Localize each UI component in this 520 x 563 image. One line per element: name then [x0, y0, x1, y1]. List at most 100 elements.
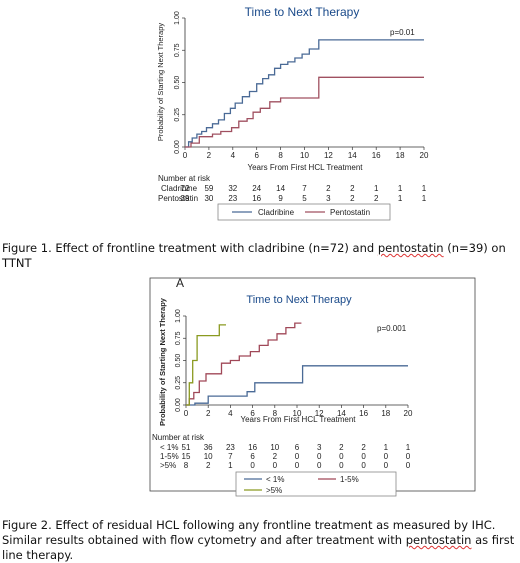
- axes: 0 2 4 6 8 10 12 14 16 18 20 0.00 0.25 0.50 0.75 1.00: [175, 309, 413, 418]
- caption-text: Figure 1. Effect of frontline treatment …: [2, 241, 378, 255]
- x-tick-label: 8: [273, 409, 278, 418]
- y-tick-label: 0.75: [175, 331, 182, 345]
- y-tick-label: 0.50: [175, 354, 182, 368]
- risk-value: 6: [295, 443, 300, 452]
- risk-value: 2: [374, 194, 379, 203]
- risk-value: 1: [422, 184, 427, 193]
- series-line: [186, 365, 408, 406]
- risk-value: 36: [204, 443, 213, 452]
- p-value: p=0.01: [390, 28, 415, 37]
- x-tick-label: 14: [348, 151, 357, 160]
- risk-value: 0: [339, 452, 344, 461]
- risk-value: 7: [228, 452, 233, 461]
- risk-value: 2: [326, 184, 331, 193]
- risk-value: 2: [350, 184, 355, 193]
- caption-text: (n=39) on TTNT: [2, 241, 506, 270]
- figure-1-caption: Figure 1. Effect of frontline treatment …: [2, 241, 516, 271]
- risk-value: 0: [361, 452, 366, 461]
- risk-value: 2: [350, 194, 355, 203]
- chart-title: Time to Next Therapy: [246, 294, 352, 306]
- y-tick-label: 0.25: [174, 108, 181, 122]
- risk-value: 1: [422, 194, 427, 203]
- x-tick-label: 6: [254, 151, 259, 160]
- y-tick-label: 1.00: [175, 309, 182, 323]
- legend: < 1% 1-5% >5%: [235, 471, 397, 497]
- x-tick-label: 2: [207, 151, 212, 160]
- figure-1-chart: Time to Next Therapy p=0.01 Probability …: [156, 5, 429, 221]
- risk-value: 0: [339, 461, 344, 470]
- risk-value: 0: [317, 461, 322, 470]
- risk-value: 1: [374, 184, 379, 193]
- risk-value: 72: [181, 184, 190, 193]
- risk-value: 0: [250, 461, 255, 470]
- risk-row-label: 1-5%: [160, 452, 179, 461]
- x-tick-label: 18: [381, 409, 390, 418]
- caption-text: pentostatin: [405, 533, 472, 547]
- x-tick-label: 20: [420, 151, 429, 160]
- risk-value: 14: [276, 184, 285, 193]
- caption-text: pentostatin: [377, 241, 444, 255]
- risk-value: 16: [252, 194, 261, 203]
- x-tick-label: 12: [315, 409, 324, 418]
- risk-value: 30: [204, 194, 213, 203]
- legend-entry: < 1%: [266, 475, 284, 484]
- risk-table-label: Number at risk: [152, 433, 205, 442]
- risk-value: 10: [270, 443, 279, 452]
- risk-value: 32: [228, 184, 237, 193]
- risk-value: 0: [295, 452, 300, 461]
- y-tick-label: 0.00: [175, 398, 182, 412]
- x-tick-label: 6: [250, 409, 255, 418]
- risk-value: 2: [206, 461, 211, 470]
- risk-value: 15: [182, 452, 191, 461]
- survival-curves: [185, 39, 424, 148]
- legend: Cladribine Pentostatin: [217, 203, 391, 221]
- risk-value: 8: [184, 461, 189, 470]
- risk-value: 0: [384, 452, 389, 461]
- series-line: [185, 76, 424, 148]
- risk-value: 3: [317, 443, 322, 452]
- risk-row-label: < 1%: [160, 443, 178, 452]
- risk-row-label: Cladribine: [161, 184, 198, 193]
- x-tick-label: 10: [300, 151, 309, 160]
- x-tick-label: 16: [372, 151, 381, 160]
- risk-row-label: >5%: [160, 461, 176, 470]
- caption-text: Figure 2. Effect of residual HCL followi…: [2, 518, 496, 547]
- risk-value: 59: [204, 184, 213, 193]
- survival-curves: [186, 322, 408, 406]
- series-line: [186, 324, 226, 406]
- risk-value: 0: [361, 461, 366, 470]
- x-tick-label: 8: [278, 151, 283, 160]
- risk-table: 51 36 23 16 10 6 3 2 2 1 115 10 7 6 2 0 0 0 0 0 08 2 1 0 0 0 0 0 0 0 0: [182, 443, 411, 470]
- risk-value: 1: [398, 194, 403, 203]
- legend-entry: >5%: [266, 486, 282, 495]
- risk-value: 0: [406, 461, 411, 470]
- figure-2-chart: A Time to Next Therapy p=0.001 Probabili…: [149, 276, 476, 497]
- x-tick-label: 0: [184, 409, 189, 418]
- risk-value: 0: [406, 452, 411, 461]
- risk-value: 1: [384, 443, 389, 452]
- y-axis-label: Probability of Starting Next Therapy: [156, 23, 165, 142]
- risk-row-label: Pentostatin: [158, 194, 198, 203]
- x-tick-label: 10: [293, 409, 302, 418]
- risk-value: 51: [182, 443, 191, 452]
- legend-entry: 1-5%: [340, 475, 359, 484]
- x-tick-label: 4: [228, 409, 233, 418]
- risk-value: 10: [204, 452, 213, 461]
- risk-value: 9: [278, 194, 283, 203]
- y-tick-label: 0.50: [174, 76, 181, 90]
- chart-title: Time to Next Therapy: [245, 5, 360, 19]
- risk-value: 39: [181, 194, 190, 203]
- risk-value: 1: [398, 184, 403, 193]
- risk-value: 2: [273, 452, 278, 461]
- series-line: [186, 322, 302, 406]
- x-tick-label: 0: [183, 151, 188, 160]
- risk-value: 24: [252, 184, 261, 193]
- risk-value: 7: [302, 184, 307, 193]
- risk-value: 23: [228, 194, 237, 203]
- risk-value: 0: [295, 461, 300, 470]
- y-tick-label: 0.00: [174, 140, 181, 154]
- legend-entry: Pentostatin: [330, 208, 370, 217]
- risk-table-label: Number at risk: [158, 174, 211, 183]
- risk-value: 0: [384, 461, 389, 470]
- x-tick-label: 2: [206, 409, 211, 418]
